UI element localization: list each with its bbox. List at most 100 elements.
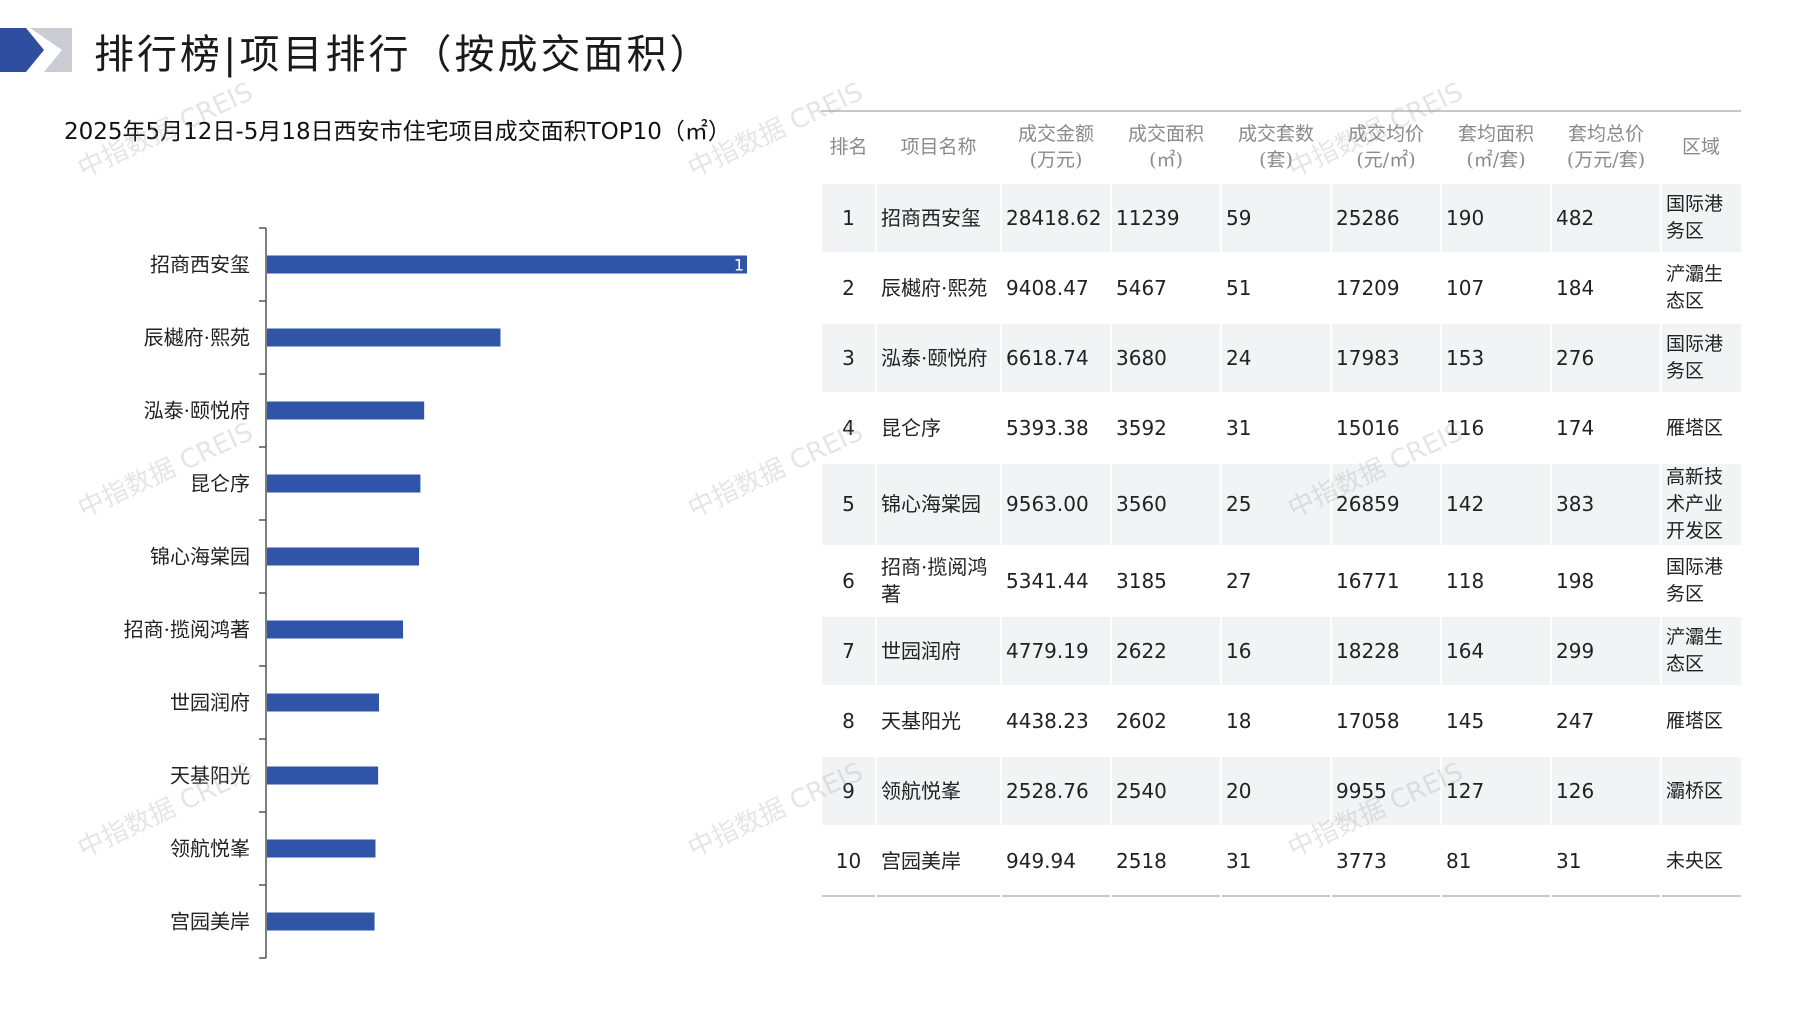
table-row: 7 世园润府 4779.19 2622 16 18228 164 299 浐灞生态区 xyxy=(820,615,1741,686)
table-cell: 26859 xyxy=(1330,462,1441,546)
column-header-line: 成交面积 xyxy=(1127,123,1204,145)
table-cell: 24 xyxy=(1220,322,1331,393)
column-header-line: 排名 xyxy=(829,136,868,158)
table-cell: 昆仑序 xyxy=(875,392,1001,463)
table-cell: 未央区 xyxy=(1660,825,1741,896)
table-cell: 25286 xyxy=(1330,182,1441,253)
table-cell: 25 xyxy=(1220,462,1331,546)
table-cell: 11239 xyxy=(1110,182,1221,253)
table-cell: 4 xyxy=(820,392,876,463)
bar xyxy=(267,912,375,931)
table-header-row: 排名 项目名称 成交金额 (万元) 成交面积 (㎡) 成交套数 (套) 成交均价 (元/㎡) 套均面… xyxy=(821,111,1741,183)
table-cell: 8 xyxy=(820,685,876,756)
table-cell: 17209 xyxy=(1330,252,1441,323)
table-cell: 3 xyxy=(820,322,876,393)
table-row: 6 招商·揽阅鸿著 5341.44 3185 27 16771 118 198 国际港务区 xyxy=(820,545,1741,616)
column-header: 成交套数 (套) xyxy=(1221,111,1331,183)
table-cell: 107 xyxy=(1440,252,1551,323)
table-cell: 31 xyxy=(1220,392,1331,463)
table-cell: 383 xyxy=(1550,462,1661,546)
table-cell: 3773 xyxy=(1330,825,1441,896)
column-header-line: 区域 xyxy=(1681,136,1720,158)
column-header-line: 套均总价 xyxy=(1567,123,1644,145)
column-header: 套均总价 (万元/套) xyxy=(1551,111,1661,183)
column-header-line: (㎡) xyxy=(1149,149,1183,171)
column-header: 成交面积 (㎡) xyxy=(1111,111,1221,183)
bar xyxy=(267,474,421,493)
table-cell: 辰樾府·熙苑 xyxy=(875,252,1001,323)
table-cell: 164 xyxy=(1440,615,1551,686)
table-cell: 142 xyxy=(1440,462,1551,546)
column-header-line: (㎡/套) xyxy=(1466,149,1526,171)
category-label: 锦心海棠园 xyxy=(150,545,250,569)
table-cell: 18 xyxy=(1220,685,1331,756)
column-header-line: 成交均价 xyxy=(1347,123,1424,145)
data-label: 1 xyxy=(734,256,744,275)
table-cell: 雁塔区 xyxy=(1660,392,1741,463)
table-cell: 276 xyxy=(1550,322,1661,393)
category-label: 辰樾府·熙苑 xyxy=(144,326,250,350)
table-cell: 宫园美岸 xyxy=(875,825,1001,896)
category-label: 昆仑序 xyxy=(190,472,250,496)
table-cell: 17983 xyxy=(1330,322,1441,393)
table-cell: 1 xyxy=(820,182,876,253)
column-header-line: (万元/套) xyxy=(1566,149,1646,171)
table-cell: 国际港务区 xyxy=(1660,322,1741,393)
column-header-line: 成交套数 xyxy=(1237,123,1314,145)
table-cell: 国际港务区 xyxy=(1660,182,1741,253)
column-header-line: 项目名称 xyxy=(900,136,977,158)
column-header: 排名 xyxy=(821,111,876,183)
table-cell: 6618.74 xyxy=(1000,322,1111,393)
table-cell: 高新技术产业开发区 xyxy=(1660,462,1741,546)
table-cell: 118 xyxy=(1440,545,1551,616)
table-cell: 招商·揽阅鸿著 xyxy=(875,545,1001,616)
table-cell: 4779.19 xyxy=(1000,615,1111,686)
table-cell: 2540 xyxy=(1110,755,1221,826)
bar xyxy=(267,255,747,274)
table-cell: 3592 xyxy=(1110,392,1221,463)
table-cell: 51 xyxy=(1220,252,1331,323)
table-cell: 482 xyxy=(1550,182,1661,253)
category-label: 天基阳光 xyxy=(170,764,250,788)
table-cell: 9 xyxy=(820,755,876,826)
table-cell: 16 xyxy=(1220,615,1331,686)
table-cell: 17058 xyxy=(1330,685,1441,756)
table-row: 8 天基阳光 4438.23 2602 18 17058 145 247 雁塔区 xyxy=(820,685,1741,756)
table-cell: 31 xyxy=(1220,825,1331,896)
table-cell: 2528.76 xyxy=(1000,755,1111,826)
table-cell: 5341.44 xyxy=(1000,545,1111,616)
table-cell: 5 xyxy=(820,462,876,546)
column-header-line: 套均面积 xyxy=(1457,123,1534,145)
category-label: 招商西安玺 xyxy=(150,253,250,277)
table-cell: 9408.47 xyxy=(1000,252,1111,323)
table-row: 2 辰樾府·熙苑 9408.47 5467 51 17209 107 184 浐灞生态区 xyxy=(820,252,1741,323)
table-cell: 174 xyxy=(1550,392,1661,463)
table-cell: 10 xyxy=(820,825,876,896)
table-cell: 81 xyxy=(1440,825,1551,896)
table-cell: 31 xyxy=(1550,825,1661,896)
table-cell: 18228 xyxy=(1330,615,1441,686)
category-label: 招商·揽阅鸿著 xyxy=(124,618,250,642)
table-cell: 2602 xyxy=(1110,685,1221,756)
table-cell: 145 xyxy=(1440,685,1551,756)
table-cell: 浐灞生态区 xyxy=(1660,252,1741,323)
bar xyxy=(267,839,376,858)
table-cell: 59 xyxy=(1220,182,1331,253)
ranking-table: 排名 项目名称 成交金额 (万元) 成交面积 (㎡) 成交套数 (套) 成交均价 (元/㎡) 套均面… xyxy=(820,110,1741,897)
table-cell: 198 xyxy=(1550,545,1661,616)
table-cell: 6 xyxy=(820,545,876,616)
page-title: 排行榜|项目排行（按成交面积） xyxy=(94,32,713,78)
column-header-line: (万元) xyxy=(1029,149,1083,171)
table-cell: 3560 xyxy=(1110,462,1221,546)
table-row: 3 泓泰·颐悦府 6618.74 3680 24 17983 153 276 国际港务区 xyxy=(820,322,1741,393)
table-cell: 灞桥区 xyxy=(1660,755,1741,826)
bar xyxy=(267,620,404,639)
table-cell: 16771 xyxy=(1330,545,1441,616)
table-cell: 3680 xyxy=(1110,322,1221,393)
table-cell: 9563.00 xyxy=(1000,462,1111,546)
category-label: 泓泰·颐悦府 xyxy=(144,399,250,423)
category-label: 世园润府 xyxy=(170,691,250,715)
table-cell: 28418.62 xyxy=(1000,182,1111,253)
column-header: 成交均价 (元/㎡) xyxy=(1331,111,1441,183)
column-header-line: (元/㎡) xyxy=(1356,149,1416,171)
